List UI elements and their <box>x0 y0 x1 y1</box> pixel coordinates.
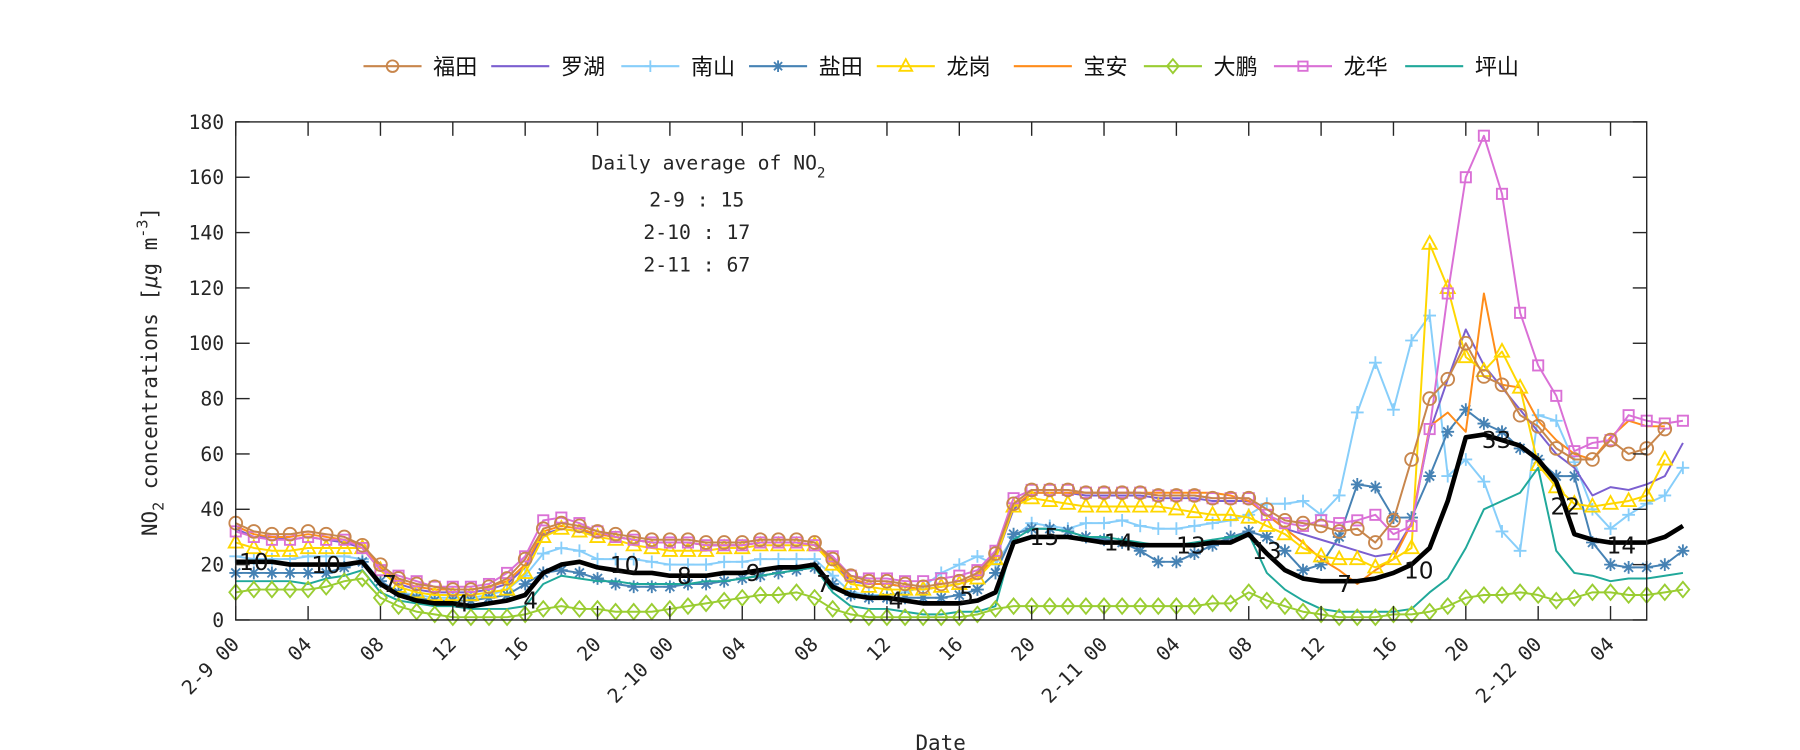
legend-label: 罗湖 <box>561 55 605 80</box>
avg-value-label: 10 <box>311 552 341 579</box>
annotation-line-3: 2-11 : 67 <box>643 254 750 277</box>
avg-value-label: 13 <box>1176 532 1206 559</box>
legend-label: 龙华 <box>1344 55 1388 80</box>
x-tick-label: 2-10 00 <box>603 633 678 708</box>
legend-item-6: 大鹏 <box>1143 55 1258 80</box>
legend-item-0: 福田 <box>363 55 477 80</box>
avg-value-label: 33 <box>1482 427 1512 454</box>
svg-text:NO2 concentrations [μg m-3]: NO2 concentrations [μg m-3] <box>133 207 167 536</box>
y-tick-label: 160 <box>188 166 224 189</box>
y-tick-label: 120 <box>188 277 224 300</box>
x-tick-label: 2-9 00 <box>177 633 244 700</box>
legend-item-5: 宝安 <box>1013 55 1128 80</box>
x-tick-label: 2-11 00 <box>1037 633 1112 708</box>
y-tick-label: 140 <box>188 222 224 245</box>
annotation-line-1: 2-9 : 15 <box>649 189 744 212</box>
legend-item-8: 坪山 <box>1405 55 1519 80</box>
y-tick-label: 180 <box>188 111 224 134</box>
avg-value-label: 10 <box>1404 557 1434 584</box>
avg-value-label: 10 <box>239 549 269 576</box>
legend-item-1: 罗湖 <box>491 55 605 80</box>
series-line-7 <box>229 129 1689 593</box>
y-tick-label: 40 <box>200 498 224 521</box>
avg-value-label: 14 <box>1104 530 1134 557</box>
avg-value-label: 5 <box>959 582 974 609</box>
avg-value-label: 10 <box>610 552 640 579</box>
plot-frame <box>235 121 1648 621</box>
legend-item-2: 南山 <box>621 55 735 80</box>
series-line-0 <box>228 335 1673 597</box>
avg-value-label: 13 <box>1252 538 1282 565</box>
legend-label: 坪山 <box>1475 55 1519 80</box>
x-tick-label: 12 <box>428 633 461 666</box>
x-tick-label: 20 <box>1007 633 1040 666</box>
legend-label: 福田 <box>433 55 477 80</box>
y-tick-label: 0 <box>212 609 224 632</box>
series-lines <box>227 129 1691 627</box>
x-tick-label: 04 <box>283 633 316 666</box>
avg-value-label: 4 <box>523 588 538 615</box>
x-tick-label: 08 <box>790 633 823 666</box>
legend-label: 宝安 <box>1083 55 1127 80</box>
avg-value-label: 22 <box>1551 494 1581 521</box>
y-tick-label: 80 <box>200 388 224 411</box>
x-tick-label: 08 <box>356 633 389 666</box>
legend-item-3: 盐田 <box>749 55 863 80</box>
avg-value-label: 14 <box>1607 532 1637 559</box>
legend-label: 盐田 <box>819 55 863 80</box>
avg-value-label: 15 <box>1030 524 1060 551</box>
y-tick-label: 60 <box>200 443 224 466</box>
series-line-5 <box>235 292 1665 591</box>
annotation-line-2: 2-10 : 17 <box>643 221 750 244</box>
avg-value-label: 4 <box>454 590 469 617</box>
x-tick-label: 12 <box>1296 633 1329 666</box>
x-tick-label: 16 <box>500 633 533 666</box>
annotation-title: Daily average of NO2 <box>591 152 825 182</box>
x-tick-label: 04 <box>1586 633 1619 666</box>
y-tick-label: 100 <box>188 332 224 355</box>
daily-average-annotation: Daily average of NO2 2-9 : 15 2-10 : 17 … <box>591 152 825 277</box>
x-tick-label: 16 <box>1369 633 1402 666</box>
avg-value-label: 4 <box>889 588 904 615</box>
legend-item-7: 龙华 <box>1273 55 1388 80</box>
avg-value-label: 7 <box>816 571 831 598</box>
plot-area: 10 10 7 4 4 10 8 9 7 4 5 15 14 13 13 7 10 33 22 14 0 20 40 60 8… <box>177 111 1691 708</box>
x-tick-label: 04 <box>1152 633 1185 666</box>
contour-labels: 10 10 7 4 4 10 8 9 7 4 5 15 14 13 13 7 10 33 22 14 <box>239 427 1636 617</box>
legend-label: 大鹏 <box>1214 55 1258 80</box>
chart-legend: 福田 罗湖 南山 盐田 龙岗 宝安 大鹏 龙华 坪山 <box>363 55 1519 80</box>
x-axis-label: Date <box>915 731 965 750</box>
avg-value-label: 8 <box>677 563 692 590</box>
y-tick-label: 20 <box>200 554 224 577</box>
avg-value-label: 7 <box>1337 571 1352 598</box>
x-tick-label: 2-12 00 <box>1471 633 1546 708</box>
series-line-4 <box>227 234 1674 602</box>
legend-label: 龙岗 <box>946 55 990 80</box>
x-tick-label: 16 <box>934 633 967 666</box>
legend-item-4: 龙岗 <box>876 55 991 80</box>
x-tick-label: 04 <box>717 633 750 666</box>
x-tick-label: 20 <box>573 633 606 666</box>
x-tick-label: 20 <box>1441 633 1474 666</box>
avg-value-label: 7 <box>382 571 397 598</box>
avg-value-label: 9 <box>746 560 761 587</box>
series-average <box>235 432 1685 609</box>
legend-label: 南山 <box>691 55 735 80</box>
x-tick-label: 12 <box>862 633 895 666</box>
x-tick-label: 08 <box>1224 633 1257 666</box>
y-axis-label: NO2 concentrations [μg m-3] <box>133 207 167 536</box>
